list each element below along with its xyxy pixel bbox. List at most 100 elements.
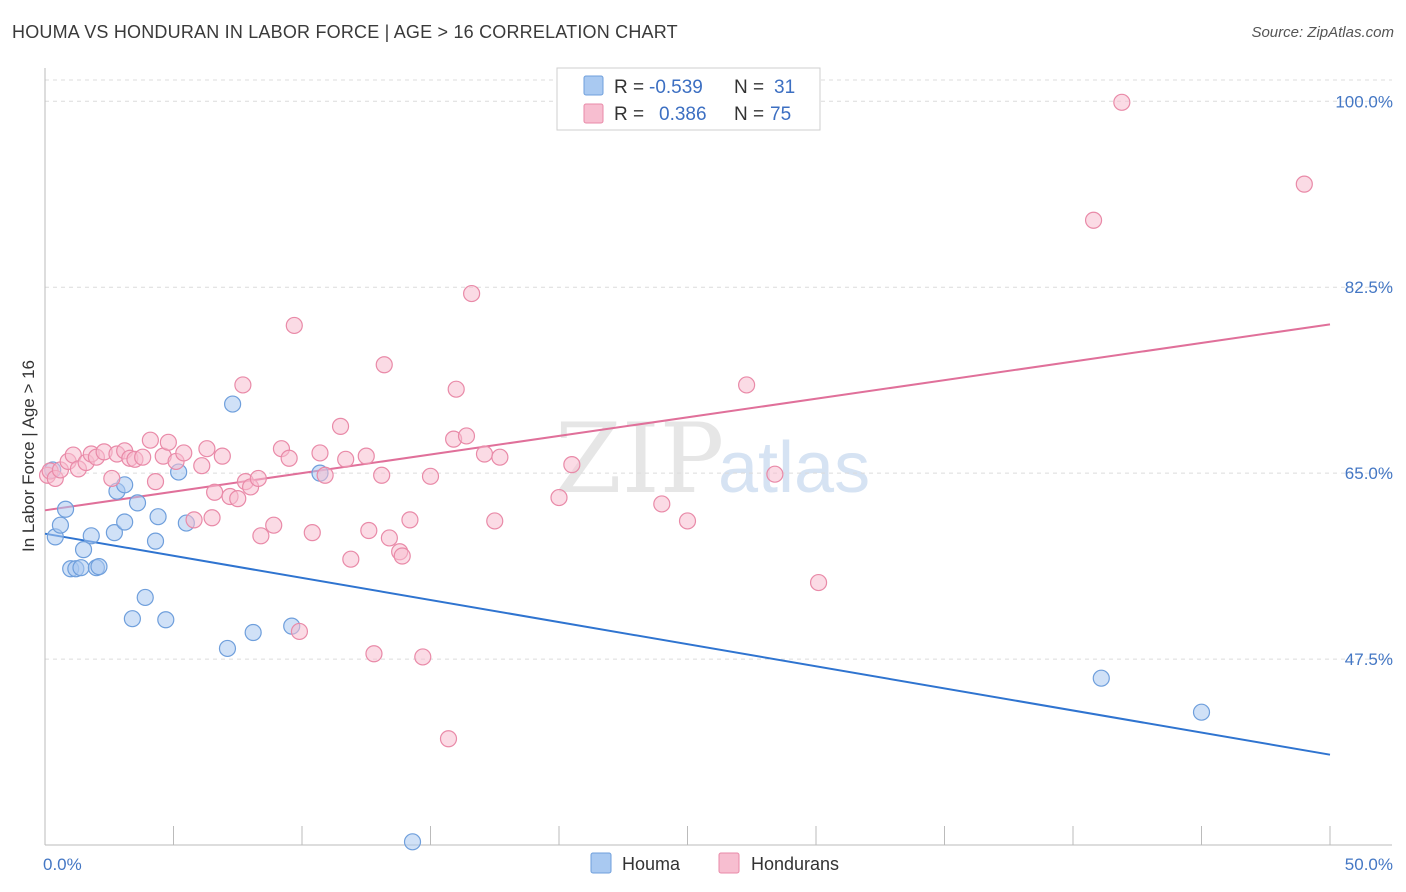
point-hondurans	[193, 457, 211, 475]
stats-legend: R = -0.539 N = 31 R = 0.386 N = 75	[556, 67, 821, 131]
point-hondurans	[373, 466, 391, 484]
point-hondurans	[1113, 93, 1131, 111]
bottom-legend-swatch-hondurans	[718, 852, 740, 874]
y-tick-label: 65.0%	[1345, 464, 1393, 483]
point-hondurans	[380, 529, 398, 547]
point-houma	[149, 508, 167, 526]
point-hondurans	[401, 511, 419, 529]
point-hondurans	[550, 488, 568, 507]
point-houma	[56, 500, 75, 518]
point-hondurans	[1084, 211, 1103, 229]
point-hondurans	[439, 730, 458, 748]
point-hondurans	[249, 469, 267, 488]
point-houma	[403, 833, 422, 851]
legend-r-label-hondurans: R =	[614, 104, 644, 125]
point-houma	[244, 623, 262, 642]
point-hondurans	[653, 495, 671, 513]
point-hondurans	[265, 516, 283, 534]
point-houma	[123, 610, 141, 628]
legend-swatch-houma	[583, 75, 604, 96]
grid	[45, 79, 1392, 660]
point-hondurans	[198, 440, 216, 458]
data-points	[38, 93, 1313, 851]
point-houma	[157, 611, 175, 629]
point-hondurans	[766, 465, 784, 483]
legend-n-value-hondurans: 75	[770, 104, 791, 125]
point-houma	[82, 527, 100, 545]
legend-r-label-houma: R =	[614, 77, 644, 98]
point-hondurans	[285, 316, 303, 335]
point-houma	[1092, 669, 1110, 687]
point-hondurans	[447, 380, 465, 398]
point-houma	[218, 639, 237, 658]
x-tick-label: 50.0%	[1345, 855, 1393, 874]
point-hondurans	[357, 447, 375, 465]
trend-line-houma	[44, 532, 1331, 756]
bottom-legend-label-hondurans: Hondurans	[751, 854, 839, 874]
point-hondurans	[738, 376, 756, 394]
point-houma	[105, 524, 123, 542]
legend-r-value-hondurans: 0.386	[659, 104, 707, 125]
y-tick-label: 47.5%	[1345, 650, 1393, 669]
point-hondurans	[303, 524, 321, 542]
watermark-atlas: atlas	[718, 428, 870, 508]
point-hondurans	[463, 284, 481, 303]
point-hondurans	[809, 573, 828, 592]
point-hondurans	[141, 431, 159, 449]
y-tick-label: 82.5%	[1345, 278, 1393, 297]
point-hondurans	[475, 445, 494, 463]
x-tick-label: 0.0%	[43, 855, 82, 874]
point-houma	[146, 532, 165, 550]
point-hondurans	[234, 376, 252, 394]
point-hondurans	[146, 473, 165, 491]
point-hondurans	[280, 449, 298, 467]
chart-title: HOUMA VS HONDURAN IN LABOR FORCE | AGE >…	[12, 22, 678, 42]
point-hondurans	[365, 645, 383, 663]
point-houma	[90, 558, 108, 576]
point-hondurans	[203, 509, 221, 527]
point-hondurans	[134, 448, 152, 466]
point-hondurans	[290, 622, 309, 641]
point-hondurans	[342, 550, 360, 568]
legend-n-value-houma: 31	[774, 77, 795, 98]
point-hondurans	[316, 466, 334, 484]
point-hondurans	[375, 356, 393, 374]
point-hondurans	[414, 648, 432, 666]
series-legend: Houma Hondurans	[590, 852, 839, 874]
legend-swatch-hondurans	[583, 103, 604, 124]
point-hondurans	[206, 483, 224, 501]
point-houma	[72, 559, 90, 577]
point-houma	[224, 395, 242, 413]
point-houma	[1192, 703, 1211, 721]
point-hondurans	[393, 547, 411, 565]
point-hondurans	[229, 490, 247, 508]
axes: 100.0% 82.5% 65.0% 47.5% 0.0% 50.0%	[43, 68, 1393, 874]
point-houma	[136, 588, 154, 607]
bottom-legend-label-houma: Houma	[622, 854, 681, 874]
legend-n-label-hondurans: N =	[734, 104, 764, 125]
bottom-legend-swatch-houma	[590, 852, 612, 874]
watermark-zip: ZIP	[555, 403, 724, 515]
y-tick-label: 100.0%	[1335, 92, 1393, 111]
point-hondurans	[331, 417, 350, 435]
point-hondurans	[486, 512, 504, 530]
point-hondurans	[1295, 175, 1313, 193]
legend-r-value-houma: -0.539	[649, 77, 703, 98]
point-hondurans	[491, 448, 509, 466]
point-houma	[116, 513, 134, 531]
point-hondurans	[337, 450, 355, 468]
point-hondurans	[252, 527, 270, 545]
watermark: ZIP atlas	[555, 403, 870, 515]
point-houma	[51, 516, 70, 534]
source-label: Source: ZipAtlas.com	[1251, 24, 1394, 41]
point-houma	[128, 494, 147, 512]
point-hondurans	[159, 433, 177, 451]
point-houma	[74, 541, 93, 559]
point-hondurans	[457, 427, 476, 445]
point-hondurans	[360, 521, 378, 540]
point-hondurans	[421, 467, 440, 485]
legend-n-label-houma: N =	[734, 77, 764, 98]
point-hondurans	[185, 511, 203, 529]
point-hondurans	[103, 469, 121, 488]
